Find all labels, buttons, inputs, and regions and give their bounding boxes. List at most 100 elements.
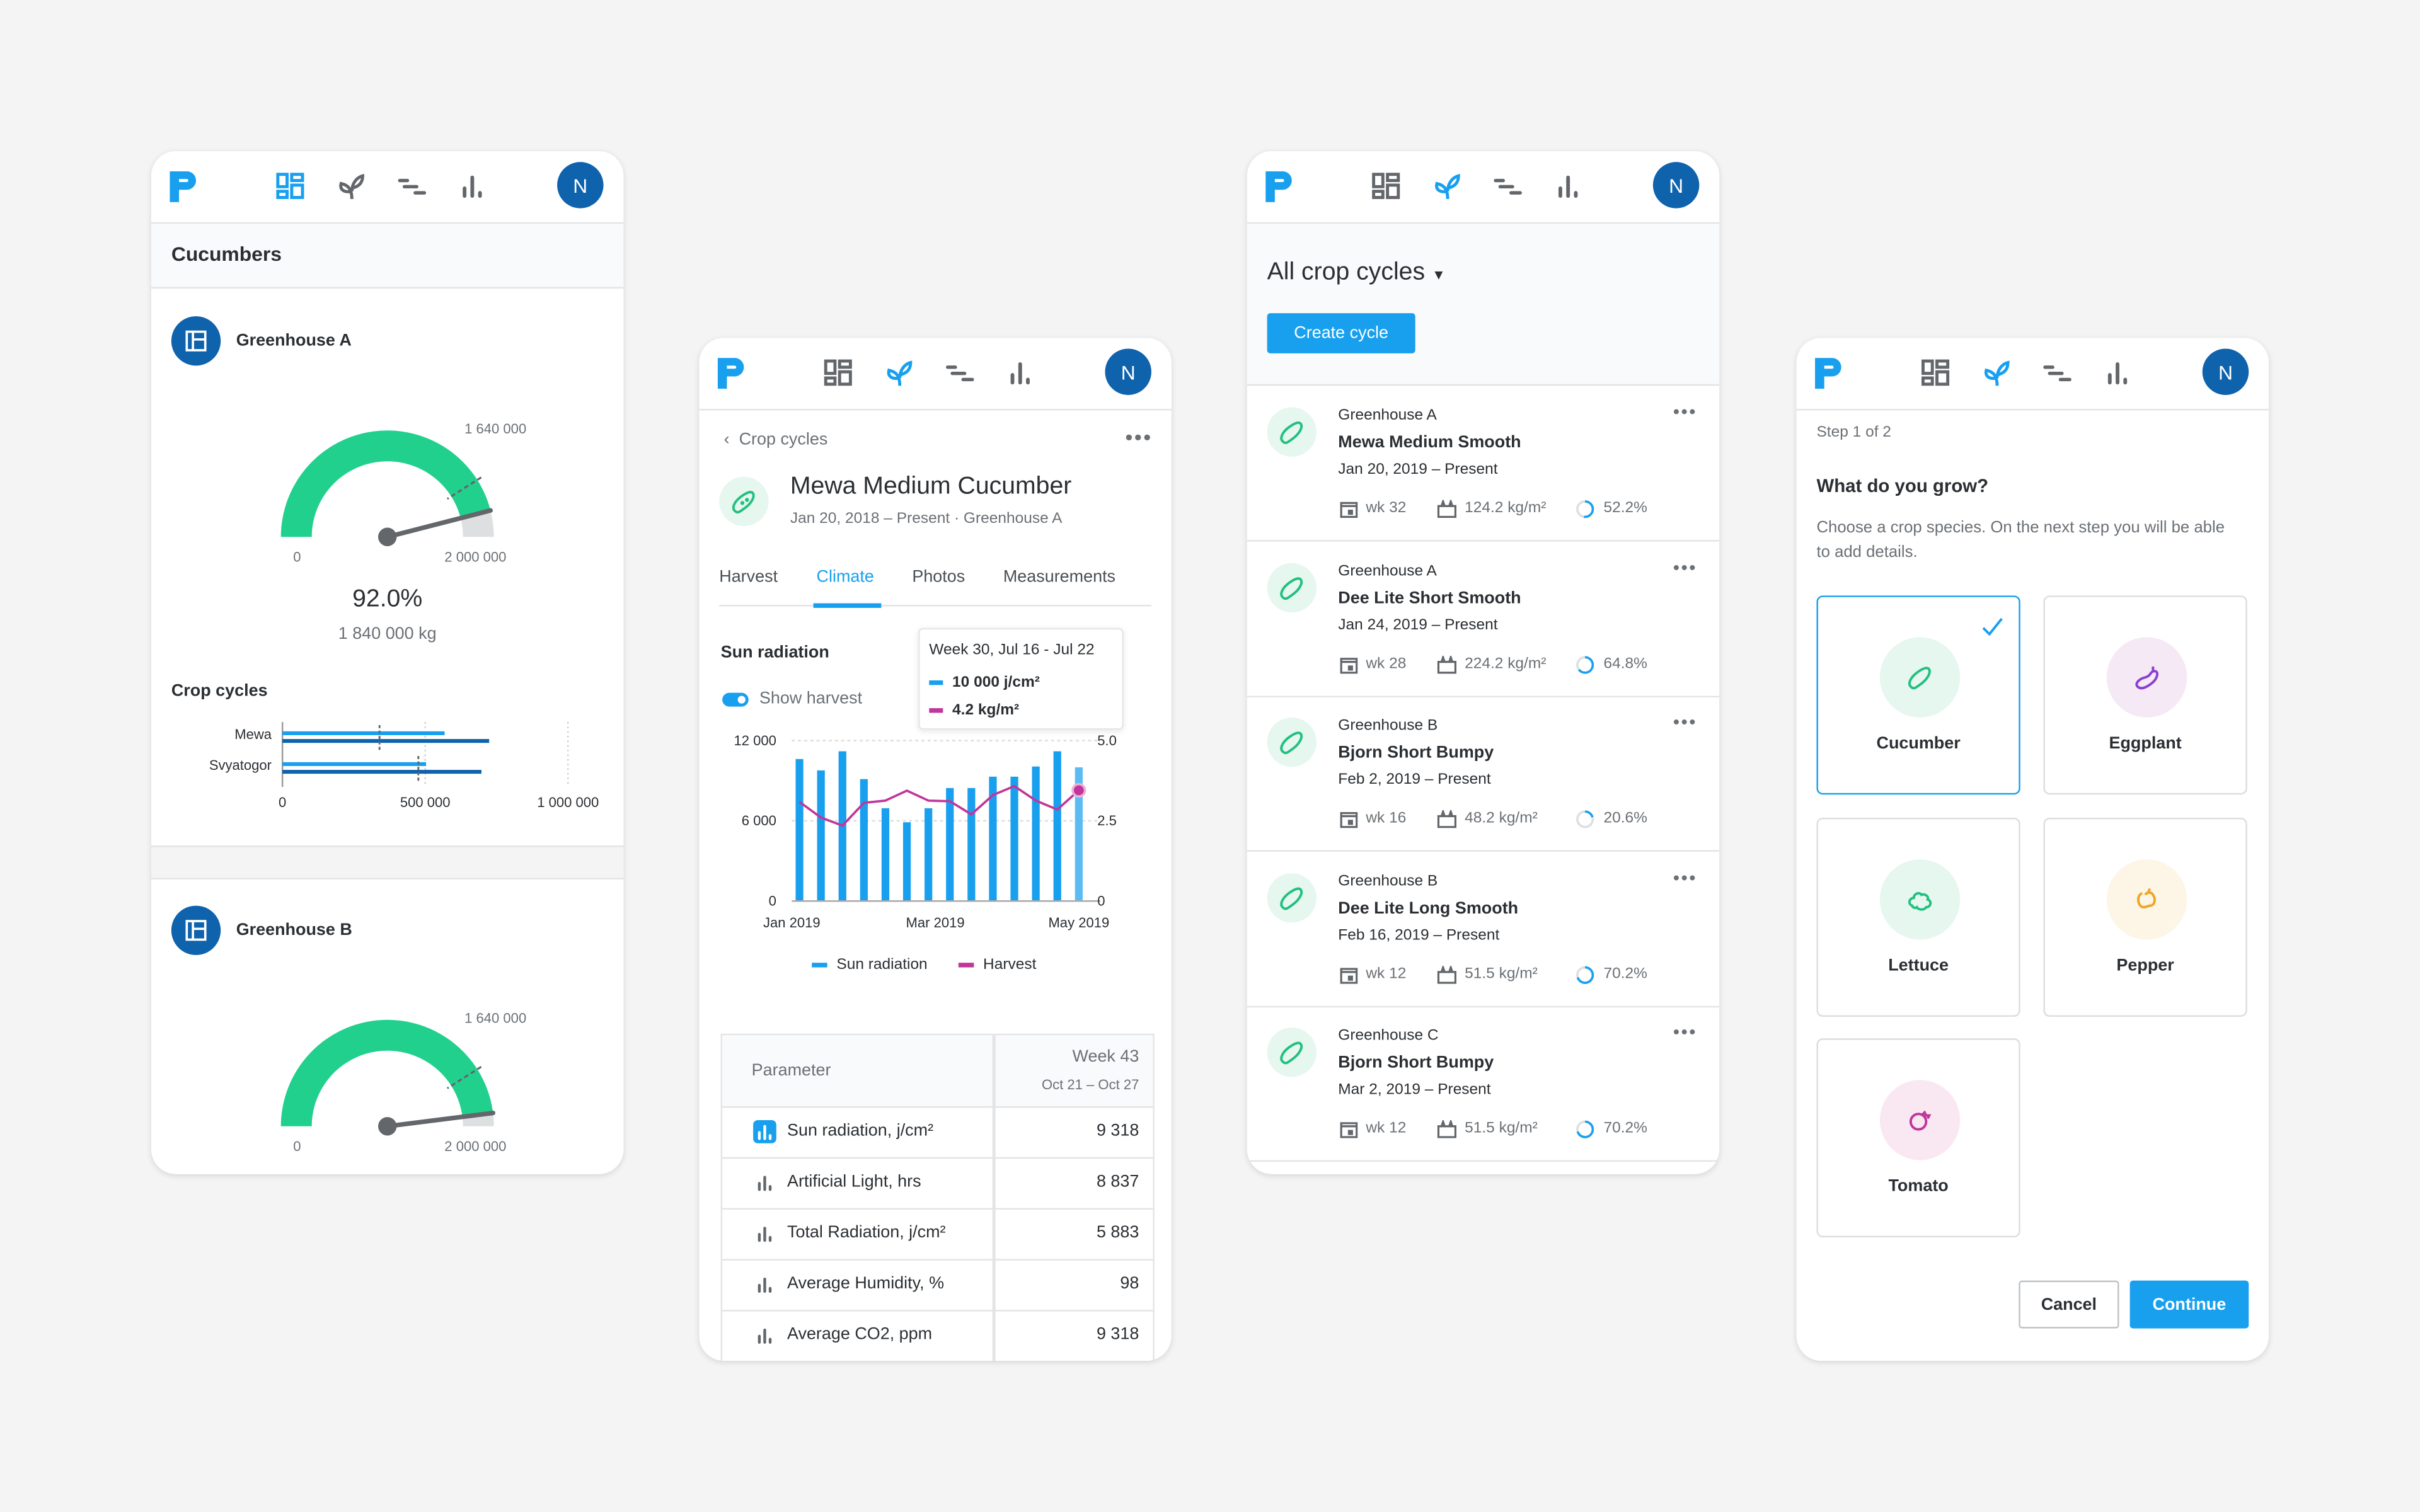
logo-icon[interactable]	[1265, 171, 1293, 202]
timeline-icon[interactable]	[1492, 171, 1523, 202]
y-right-tick-label: 2.5	[1097, 813, 1117, 828]
cycles-filter-dropdown[interactable]: All crop cycles ▼	[1267, 259, 1446, 286]
dashboard-icon[interactable]	[1371, 171, 1402, 202]
more-options-icon[interactable]: •••	[1673, 866, 1697, 888]
more-options-icon[interactable]: •••	[1673, 556, 1697, 578]
timeline-icon[interactable]	[2042, 358, 2073, 389]
sun-radiation-bar	[902, 822, 911, 902]
timeline-icon[interactable]	[396, 171, 427, 202]
sprout-icon[interactable]	[337, 171, 367, 202]
crop-label: Pepper	[2116, 956, 2174, 975]
cancel-button[interactable]: Cancel	[2019, 1280, 2119, 1329]
tab-harvest[interactable]: Harvest	[719, 568, 778, 587]
logo-icon[interactable]	[717, 358, 746, 389]
col-header-week: Week 43	[1072, 1047, 1139, 1067]
dashboard-icon[interactable]	[275, 171, 306, 202]
bar-chart-icon[interactable]	[1553, 171, 1584, 202]
crop-cycle-item[interactable]: Greenhouse B Bjorn Short Bumpy Feb 2, 2019…	[1247, 696, 1720, 852]
item-progress: 70.2%	[1603, 1120, 1647, 1137]
column-divider	[992, 1035, 996, 1361]
param-value: 5 883	[1096, 1223, 1139, 1242]
crop-option-lettuce[interactable]: Lettuce	[1816, 817, 2020, 1017]
harvest-box-icon	[1437, 655, 1456, 673]
more-options-icon[interactable]: •••	[1673, 711, 1697, 733]
crop-option-eggplant[interactable]: Eggplant	[2043, 595, 2247, 795]
crop-cycle-item[interactable]: Greenhouse C Bjorn Short Bumpy Mar 2, 2019…	[1247, 1006, 1720, 1162]
create-cycle-button[interactable]: Create cycle	[1267, 313, 1415, 353]
more-options-icon[interactable]: •••	[1673, 1021, 1697, 1043]
table-row[interactable]: Total Radiation, j/cm² 5 883	[722, 1208, 1153, 1259]
bar-actual	[282, 762, 427, 766]
avatar[interactable]: N	[1105, 348, 1151, 395]
bar-chart-icon	[753, 1171, 776, 1194]
timeline-icon[interactable]	[945, 358, 976, 389]
avatar[interactable]: N	[557, 162, 604, 209]
more-options-icon[interactable]: •••	[1673, 401, 1697, 423]
dashboard-icon[interactable]	[1920, 358, 1951, 389]
crop-label: Tomato	[1888, 1177, 1949, 1196]
crop-label: Cucumber	[1876, 734, 1961, 753]
x-tick-label: 1 000 000	[537, 794, 599, 810]
gauge-amount: 1 840 000 kg	[338, 624, 437, 644]
logo-icon[interactable]	[1815, 358, 1843, 389]
table-row[interactable]: Average Humidity, % 98	[722, 1259, 1153, 1310]
gauge-needle-hub	[378, 527, 397, 546]
show-harvest-toggle[interactable]	[722, 692, 749, 707]
table-row[interactable]: Sun radiation, j/cm² 9 318	[722, 1106, 1153, 1157]
crop-cycle-detail-panel: N ‹ Crop cycles ••• Mewa Medium Cucumber…	[699, 338, 1172, 1361]
caret-down-icon: ▼	[1431, 266, 1446, 283]
greenhouse-a-name[interactable]: Greenhouse A	[236, 331, 352, 350]
crop-option-tomato[interactable]: Tomato	[1816, 1038, 2020, 1238]
lettuce-icon	[1908, 891, 1932, 911]
y-left-tick-label: 6 000	[742, 813, 776, 828]
greenhouse-b-name[interactable]: Greenhouse B	[236, 921, 352, 940]
gauge-needle-hub	[378, 1117, 397, 1136]
logo-icon[interactable]	[170, 171, 197, 202]
more-options-icon[interactable]: •••	[1125, 424, 1153, 449]
avatar[interactable]: N	[1652, 162, 1700, 209]
crop-cycle-item[interactable]: Greenhouse A Dee Lite Short Smooth Jan 24,…	[1247, 541, 1720, 697]
question-description: Choose a crop species. On the next step …	[1816, 518, 2225, 562]
item-progress: 20.6%	[1603, 810, 1647, 827]
legend-sun-radiation[interactable]: Sun radiation	[812, 956, 928, 973]
bar-chart-icon[interactable]	[2102, 358, 2133, 389]
table-row[interactable]: Average CO2, ppm 9 318	[722, 1310, 1153, 1361]
bar-chart-icon	[753, 1273, 776, 1296]
crop-cycle-item[interactable]: Greenhouse B Dee Lite Long Smooth Feb 16, …	[1247, 851, 1720, 1007]
tab-photos[interactable]: Photos	[912, 568, 965, 587]
back-button[interactable]: ‹ Crop cycles	[724, 430, 828, 449]
harvest-box-icon	[1437, 965, 1456, 983]
crop-option-cucumber[interactable]: Cucumber	[1816, 595, 2020, 795]
sun-radiation-bar	[795, 759, 804, 902]
table-row[interactable]: Artificial Light, hrs 8 837	[722, 1157, 1153, 1208]
sprout-icon[interactable]	[1432, 171, 1463, 202]
sprout-icon[interactable]	[884, 358, 915, 389]
avatar[interactable]: N	[2202, 348, 2249, 395]
crop-icon-circle	[1879, 859, 1961, 940]
legend-swatch	[958, 962, 974, 968]
legend-harvest[interactable]: Harvest	[958, 956, 1036, 973]
crop-avatar	[1267, 717, 1317, 767]
page-header	[151, 224, 624, 289]
bar-chart-icon[interactable]	[1005, 358, 1035, 389]
checkmark-icon	[1982, 617, 2003, 636]
sun-radiation-bar	[860, 779, 868, 902]
sprout-icon[interactable]	[1982, 358, 2013, 389]
tab-climate[interactable]: Climate	[816, 568, 874, 587]
cucumber-icon	[1908, 667, 1931, 690]
item-yield: 124.2 kg/m²	[1465, 500, 1547, 517]
crop-cycles-title: Crop cycles	[171, 682, 268, 701]
bar-chart-icon[interactable]	[457, 171, 488, 202]
crop-cycle-item[interactable]: Greenhouse A Mewa Medium Smooth Jan 20, 20…	[1247, 386, 1720, 542]
continue-button[interactable]: Continue	[2129, 1280, 2249, 1329]
list-header	[1247, 224, 1720, 386]
tab-measurements[interactable]: Measurements	[1003, 568, 1116, 587]
crop-option-pepper[interactable]: Pepper	[2043, 817, 2247, 1017]
col-header-week-range: Oct 21 – Oct 27	[1041, 1077, 1139, 1092]
dashboard-icon[interactable]	[822, 358, 853, 389]
harvest-line	[798, 784, 1080, 827]
pepper-icon	[2137, 888, 2156, 908]
gauge-needle	[385, 1110, 496, 1129]
y-left-tick-label: 12 000	[734, 733, 776, 748]
param-value: 9 318	[1096, 1325, 1139, 1344]
